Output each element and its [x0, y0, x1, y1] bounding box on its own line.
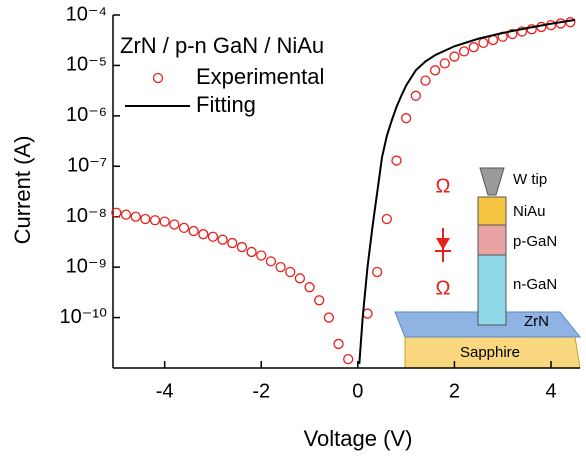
data-point — [227, 237, 238, 249]
y-tick-label: 10⁻⁶ — [66, 104, 107, 126]
data-point — [323, 312, 335, 323]
x-tick-label: -4 — [156, 380, 174, 402]
inset-label: ZrN — [524, 313, 549, 330]
data-point — [333, 338, 344, 350]
data-point — [120, 209, 132, 220]
data-point — [256, 250, 267, 261]
data-point — [429, 65, 441, 76]
data-point — [246, 246, 257, 258]
p-gan-pillar — [477, 224, 507, 256]
diode-symbol — [436, 238, 450, 250]
ohmic-symbol: Ω — [436, 175, 451, 197]
niau-pillar — [477, 196, 507, 226]
data-point — [188, 225, 199, 237]
data-point — [217, 234, 228, 245]
y-tick-label: 10⁻⁴ — [66, 3, 107, 25]
data-point — [198, 229, 209, 240]
data-point — [420, 75, 431, 86]
data-point — [314, 295, 325, 306]
data-point — [285, 266, 296, 278]
y-tick-label: 10⁻⁸ — [66, 205, 107, 227]
data-point — [207, 231, 219, 242]
data-point — [169, 219, 180, 230]
ohmic-symbol: Ω — [436, 277, 451, 299]
data-point — [565, 17, 576, 28]
x-axis-label: Voltage (V) — [304, 426, 413, 451]
data-point — [140, 213, 151, 225]
data-point — [381, 213, 392, 225]
x-tick-label: -2 — [252, 380, 270, 402]
data-point — [372, 266, 383, 278]
x-tick-label: 4 — [545, 380, 556, 402]
data-point — [410, 90, 421, 101]
inset-label: Sapphire — [460, 344, 520, 361]
data-point — [400, 113, 412, 124]
w-tip — [479, 167, 505, 196]
fit-line — [358, 18, 576, 365]
legend-label: Fitting — [196, 92, 256, 117]
data-point — [130, 211, 141, 222]
data-point — [159, 216, 170, 227]
data-point — [526, 24, 537, 35]
data-point — [468, 42, 479, 53]
data-point — [449, 51, 460, 62]
n-gan-pillar — [477, 254, 507, 326]
data-point — [516, 26, 528, 37]
inset-device — [394, 167, 582, 369]
data-point — [478, 37, 489, 49]
data-point — [294, 273, 306, 284]
data-point — [275, 261, 286, 273]
inset-label: n-GaN — [513, 276, 557, 293]
x-tick-label: 2 — [449, 380, 460, 402]
data-point — [236, 241, 248, 253]
legend-title: ZrN / p-n GaN / NiAu — [120, 33, 324, 58]
y-tick-label: 10⁻¹⁰ — [60, 306, 107, 328]
legend-label: Experimental — [196, 64, 324, 89]
inset-label: W tip — [513, 171, 547, 188]
data-point — [304, 282, 315, 293]
data-point — [439, 58, 450, 69]
legend-marker — [152, 72, 164, 84]
data-point — [343, 353, 354, 365]
y-tick-label: 10⁻⁷ — [67, 155, 107, 177]
inset-label: p-GaN — [513, 233, 557, 250]
data-point — [507, 28, 518, 40]
data-point — [458, 46, 470, 57]
inset-label: NiAu — [513, 203, 546, 220]
data-point — [178, 222, 190, 234]
data-point — [149, 215, 161, 226]
x-tick-label: 0 — [352, 380, 363, 402]
data-point — [111, 207, 122, 218]
y-tick-label: 10⁻⁵ — [66, 54, 107, 76]
y-tick-label: 10⁻⁹ — [66, 255, 107, 277]
data-point — [265, 256, 277, 267]
data-point — [391, 155, 402, 166]
y-axis-label: Current (A) — [10, 136, 35, 245]
